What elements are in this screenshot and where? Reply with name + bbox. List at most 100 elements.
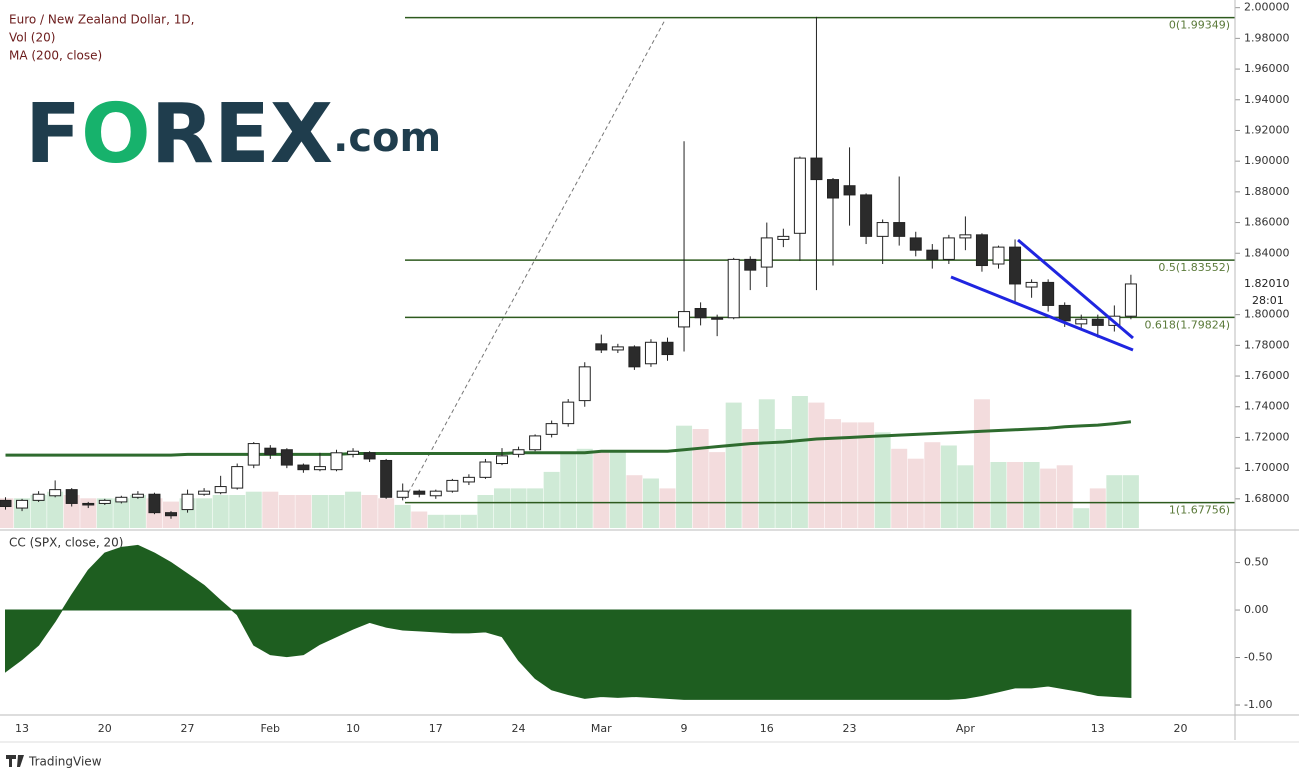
fib-label: 0(1.99349) xyxy=(1169,19,1230,32)
volume-bar xyxy=(940,445,957,528)
logo-part: O xyxy=(81,87,151,182)
candle-body xyxy=(810,157,823,181)
volume-bar xyxy=(427,514,444,528)
x-tick-label: 17 xyxy=(429,722,443,735)
x-tick-label: Mar xyxy=(591,722,612,735)
volume-bar xyxy=(543,471,560,528)
candle-body xyxy=(65,489,78,504)
candle-body xyxy=(694,308,707,319)
volume-bar xyxy=(1089,488,1106,528)
candle-body xyxy=(247,443,260,466)
volume-bar xyxy=(494,488,510,528)
candle-body xyxy=(98,499,111,504)
candle-body xyxy=(1009,246,1022,285)
candle-body xyxy=(628,346,641,368)
wedge-line xyxy=(950,275,1134,352)
candle-body xyxy=(644,341,657,365)
volume-bar xyxy=(1023,462,1040,528)
fib-layer: 0(1.99349) 0.5(1.83552) 0.618(1.79824) 1(1.… xyxy=(405,16,1235,517)
candle-body xyxy=(545,423,558,435)
ma-line xyxy=(5,420,1132,457)
volume-bar xyxy=(262,491,279,528)
volume-bar xyxy=(825,419,841,528)
volume-bar xyxy=(874,432,891,528)
ma-layer xyxy=(5,420,1132,457)
candle-body xyxy=(1124,283,1137,317)
y-tick-label: 1.78000 xyxy=(1244,338,1290,351)
volume-bar xyxy=(30,495,47,528)
x-tick-label: 23 xyxy=(843,722,857,735)
volume-bar xyxy=(775,429,792,528)
x-tick-label: 20 xyxy=(98,722,112,735)
y-tick-label: 2.00000 xyxy=(1244,1,1290,14)
candle-body xyxy=(529,435,542,451)
candle-body xyxy=(959,234,972,239)
candle-body xyxy=(843,185,856,196)
candle-body xyxy=(165,512,177,517)
y-tick-label: 1.74000 xyxy=(1244,400,1290,413)
footer-icon xyxy=(6,755,24,767)
candle-body xyxy=(876,222,889,237)
volume-bar xyxy=(626,475,643,528)
volume-bar xyxy=(609,452,626,528)
x-tick-label: Apr xyxy=(956,722,976,735)
cc-y-tick-label: 0.00 xyxy=(1244,603,1269,616)
candle-body xyxy=(777,235,790,240)
candle-body xyxy=(975,234,988,267)
ma-label: MA (200, close) xyxy=(9,49,102,63)
cc-title: CC (SPX, close, 20) xyxy=(9,536,123,550)
candle-body xyxy=(1042,281,1055,306)
volume-bar xyxy=(510,488,527,528)
volume-bar xyxy=(560,452,577,528)
volume-bar xyxy=(858,422,875,528)
fib-label: 1(1.67756) xyxy=(1169,504,1230,517)
y-tick-label: 1.98000 xyxy=(1244,31,1290,44)
y-tick-label: 1.68000 xyxy=(1244,492,1290,505)
volume-bar xyxy=(311,495,328,528)
volume-bar xyxy=(957,465,974,528)
candle-body xyxy=(595,343,608,351)
candle-body xyxy=(611,346,624,351)
x-tick-label: 9 xyxy=(681,722,688,735)
volume-bar xyxy=(1106,475,1123,528)
volume-bar xyxy=(576,448,593,528)
candle-body xyxy=(562,401,575,425)
chart-title: Euro / New Zealand Dollar, 1D, xyxy=(9,13,194,27)
candle-body xyxy=(909,237,922,251)
y-tick-label: 1.70000 xyxy=(1244,461,1290,474)
volume-bar xyxy=(47,491,64,528)
x-tick-label: 27 xyxy=(181,722,195,735)
candle-body xyxy=(1091,318,1104,326)
volume-bar xyxy=(808,402,825,528)
y-tick-label: 1.76000 xyxy=(1244,369,1290,382)
volume-bar xyxy=(129,495,146,528)
candle-body xyxy=(347,450,360,455)
candle-body xyxy=(32,493,45,501)
axes-layer: 2.00000 1.98000 1.96000 1.94000 1.92000 1.900… xyxy=(15,1,1289,735)
y-tick-label: 1.84000 xyxy=(1244,246,1290,259)
volume-bar xyxy=(709,452,726,528)
candle-body xyxy=(380,459,393,498)
volume-bar xyxy=(1056,465,1073,528)
fib-label: 0.5(1.83552) xyxy=(1158,261,1230,274)
candle-body xyxy=(0,499,12,508)
candle-body xyxy=(280,449,293,466)
volume-bar xyxy=(841,422,858,528)
candle-layer xyxy=(0,16,1137,519)
volume-bar xyxy=(278,495,295,528)
volume-bar xyxy=(295,495,312,528)
candle-body xyxy=(827,179,839,199)
cc-y-tick-label: 0.50 xyxy=(1244,556,1269,569)
cc-area xyxy=(5,544,1132,700)
candle-body xyxy=(148,493,161,514)
y-tick-label: 1.80000 xyxy=(1244,308,1290,321)
logo: FOREX.com xyxy=(25,87,441,182)
volume-bar xyxy=(328,495,345,528)
volume-bar xyxy=(1122,475,1139,528)
volume-bar xyxy=(96,498,113,528)
volume-bar xyxy=(692,429,709,528)
x-tick-label: 13 xyxy=(15,722,29,735)
candle-body xyxy=(198,490,211,495)
candle-body xyxy=(181,493,194,511)
